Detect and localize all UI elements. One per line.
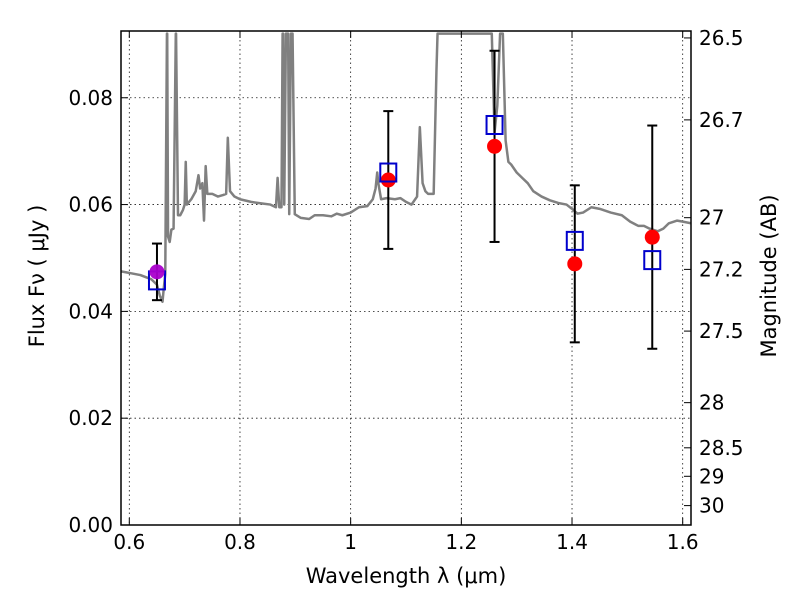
plot-border [120, 30, 692, 526]
mag-tick-label: 27.5 [699, 319, 744, 343]
y-axis-label: Flux Fν ( μJy ) [25, 205, 49, 348]
x-tick-label: 1.4 [556, 530, 588, 554]
y-tick-label: 0.04 [68, 299, 113, 323]
markers-layer [147, 114, 662, 291]
x-tick-label: 1 [344, 530, 357, 554]
observed-point [487, 138, 503, 154]
mag-tick-label: 26.7 [699, 108, 744, 132]
plot-frame [120, 30, 692, 526]
grid-lines [121, 31, 691, 525]
model-band-square [379, 162, 398, 183]
y-axis-label-right: Magnitude (AB) [757, 194, 781, 357]
observed-point [567, 256, 583, 272]
y-tick-label: 0.00 [68, 513, 113, 537]
observed-point [380, 172, 396, 188]
x-tick-label: 1.2 [445, 530, 477, 554]
x-tick-label: 0.8 [224, 530, 256, 554]
mag-tick-label: 27.2 [699, 257, 744, 281]
first-observed-point [149, 264, 165, 280]
model-spectrum-layer [121, 32, 691, 304]
mag-tick-label: 27 [699, 206, 724, 230]
y-tick-label: 0.06 [68, 193, 113, 217]
axis-ticks: 0.6 0.8 1 1.2 1.4 1.6 0.00 0.02 0.04 0.06 0.08 26.5… [68, 26, 743, 554]
observed-point [644, 229, 660, 245]
model-spectrum-line [121, 32, 691, 304]
model-band-square [485, 114, 504, 135]
model-band-square [565, 230, 584, 251]
y-tick-label: 0.02 [68, 406, 113, 430]
mag-tick-label: 29 [699, 464, 724, 488]
x-tick-label: 0.6 [113, 530, 145, 554]
x-tick-label: 1.6 [667, 530, 699, 554]
mag-tick-label: 28.5 [699, 436, 744, 460]
x-axis-label: Wavelength λ (μm) [306, 564, 507, 588]
y-tick-label: 0.08 [68, 86, 113, 110]
mag-tick-label: 30 [699, 494, 724, 518]
mag-tick-label: 28 [699, 391, 724, 415]
model-band-square [643, 250, 662, 271]
mag-tick-label: 26.5 [699, 26, 744, 50]
